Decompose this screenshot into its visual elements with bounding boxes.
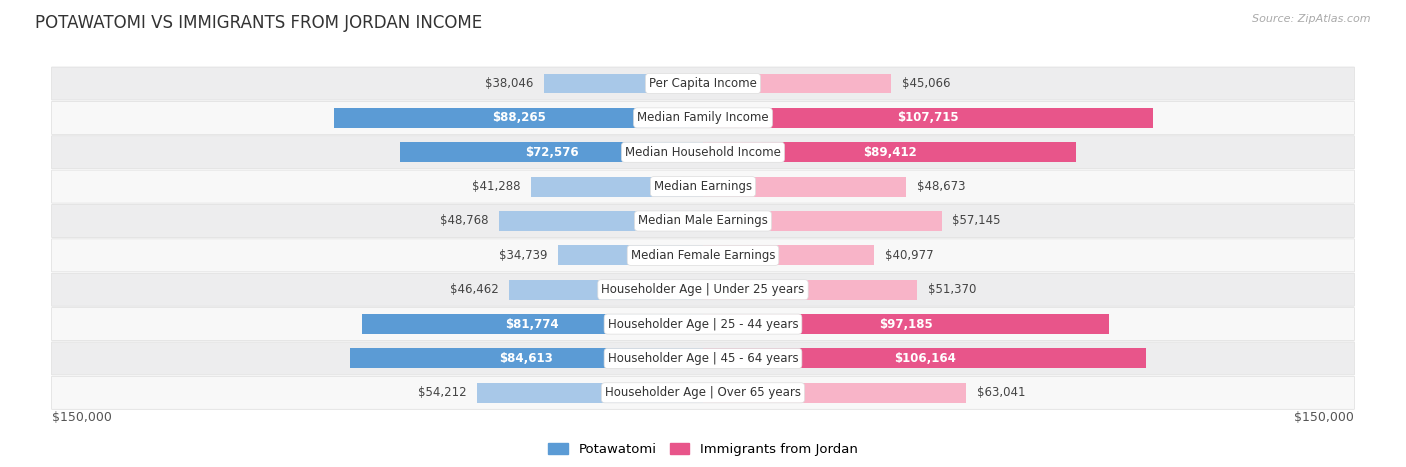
Text: $150,000: $150,000	[1295, 411, 1354, 424]
Text: $38,046: $38,046	[485, 77, 534, 90]
Text: Median Male Earnings: Median Male Earnings	[638, 214, 768, 227]
Text: Median Household Income: Median Household Income	[626, 146, 780, 159]
Text: POTAWATOMI VS IMMIGRANTS FROM JORDAN INCOME: POTAWATOMI VS IMMIGRANTS FROM JORDAN INC…	[35, 14, 482, 32]
Bar	[544, 74, 703, 93]
Bar	[703, 245, 875, 265]
Bar	[530, 177, 703, 197]
Text: $107,715: $107,715	[897, 112, 959, 124]
FancyBboxPatch shape	[52, 67, 1354, 100]
FancyBboxPatch shape	[52, 205, 1354, 238]
Text: $51,370: $51,370	[928, 283, 976, 296]
Text: $40,977: $40,977	[884, 249, 934, 262]
FancyBboxPatch shape	[52, 376, 1354, 409]
Text: $41,288: $41,288	[471, 180, 520, 193]
Text: $150,000: $150,000	[52, 411, 111, 424]
Text: Householder Age | Over 65 years: Householder Age | Over 65 years	[605, 386, 801, 399]
Text: Householder Age | Under 25 years: Householder Age | Under 25 years	[602, 283, 804, 296]
Text: $48,673: $48,673	[917, 180, 965, 193]
Text: $54,212: $54,212	[418, 386, 467, 399]
Text: $46,462: $46,462	[450, 283, 499, 296]
Bar	[703, 74, 891, 93]
Text: Median Female Earnings: Median Female Earnings	[631, 249, 775, 262]
FancyBboxPatch shape	[52, 239, 1354, 272]
Text: Per Capita Income: Per Capita Income	[650, 77, 756, 90]
Bar	[350, 348, 703, 368]
Text: Householder Age | 25 - 44 years: Householder Age | 25 - 44 years	[607, 318, 799, 331]
FancyBboxPatch shape	[52, 308, 1354, 340]
Text: $88,265: $88,265	[492, 112, 546, 124]
FancyBboxPatch shape	[52, 136, 1354, 169]
Text: $81,774: $81,774	[506, 318, 560, 331]
Bar	[703, 142, 1077, 162]
Bar	[703, 108, 1153, 128]
Bar	[703, 383, 966, 403]
Bar	[477, 383, 703, 403]
Text: $45,066: $45,066	[901, 77, 950, 90]
Text: Median Earnings: Median Earnings	[654, 180, 752, 193]
Bar	[361, 314, 703, 334]
Bar	[335, 108, 703, 128]
Text: Householder Age | 45 - 64 years: Householder Age | 45 - 64 years	[607, 352, 799, 365]
Bar	[703, 177, 907, 197]
Bar	[558, 245, 703, 265]
Bar	[703, 348, 1146, 368]
FancyBboxPatch shape	[52, 273, 1354, 306]
Bar	[703, 211, 942, 231]
Text: $34,739: $34,739	[499, 249, 547, 262]
Bar	[703, 314, 1109, 334]
Text: $48,768: $48,768	[440, 214, 489, 227]
Text: $89,412: $89,412	[863, 146, 917, 159]
Text: Median Family Income: Median Family Income	[637, 112, 769, 124]
Text: $106,164: $106,164	[894, 352, 956, 365]
Text: $97,185: $97,185	[879, 318, 932, 331]
Text: $72,576: $72,576	[524, 146, 578, 159]
Bar	[703, 280, 918, 300]
FancyBboxPatch shape	[52, 342, 1354, 375]
Bar	[499, 211, 703, 231]
FancyBboxPatch shape	[52, 101, 1354, 134]
FancyBboxPatch shape	[52, 170, 1354, 203]
Text: $84,613: $84,613	[499, 352, 553, 365]
Bar	[399, 142, 703, 162]
Bar	[509, 280, 703, 300]
Legend: Potawatomi, Immigrants from Jordan: Potawatomi, Immigrants from Jordan	[543, 438, 863, 461]
Text: Source: ZipAtlas.com: Source: ZipAtlas.com	[1253, 14, 1371, 24]
Text: $63,041: $63,041	[977, 386, 1025, 399]
Text: $57,145: $57,145	[952, 214, 1001, 227]
